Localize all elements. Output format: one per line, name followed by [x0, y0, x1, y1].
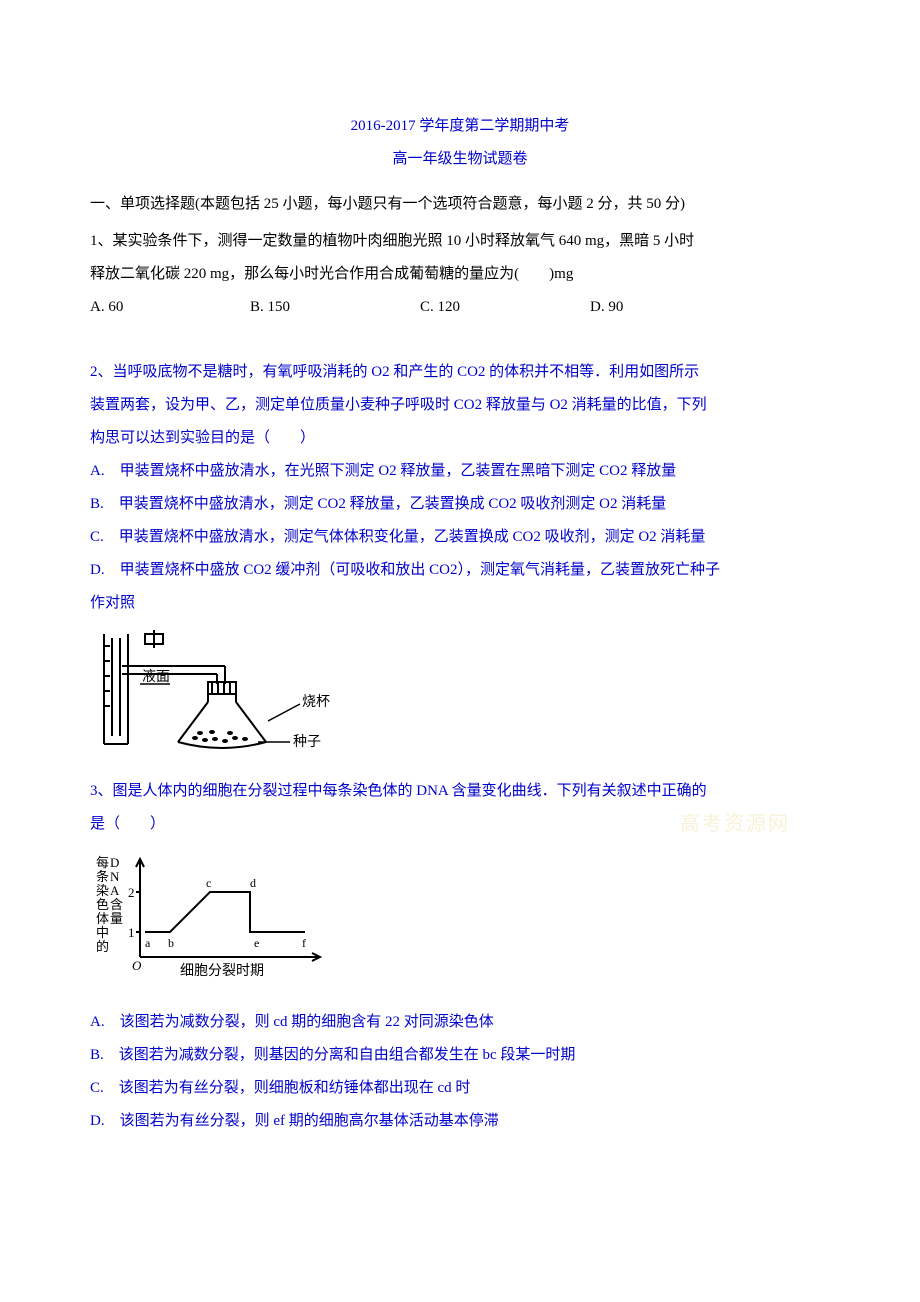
section-1-heading: 一、单项选择题(本题包括 25 小题，每小题只有一个选项符合题意，每小题 2 分… — [90, 188, 830, 221]
q3-pt-c: c — [206, 876, 211, 890]
q3-dna-chart: 每 D 条 N 染 A 色 含 体 量 中 的 — [90, 847, 830, 1000]
q2-line2: 装置两套，设为甲、乙，测定单位质量小麦种子呼吸时 CO2 释放量与 O2 消耗量… — [90, 389, 830, 422]
question-2: 2、当呼吸底物不是糖时，有氧呼吸消耗的 O2 和产生的 CO2 的体积并不相等．… — [90, 356, 830, 769]
q2-opt-b: B. 甲装置烧杯中盛放清水，测定 CO2 释放量，乙装置换成 CO2 吸收剂测定… — [90, 488, 830, 521]
q1-opt-d: D. 90 — [590, 291, 623, 324]
q3-pt-d: d — [250, 876, 256, 890]
q1-options: A. 60 B. 150 C. 120 D. 90 — [90, 291, 830, 324]
q3-origin: O — [132, 958, 142, 973]
question-3: 3、图是人体内的细胞在分裂过程中每条染色体的 DNA 含量变化曲线．下列有关叙述… — [90, 775, 830, 1138]
q1-opt-c: C. 120 — [420, 291, 590, 324]
q2-label-liquid: 液面 — [142, 669, 170, 685]
q3-ylabel: 每 D 条 N 染 A 色 含 体 量 中 的 — [96, 855, 126, 954]
question-1: 1、某实验条件下，测得一定数量的植物叶肉细胞光照 10 小时释放氧气 640 m… — [90, 225, 830, 324]
exam-title-1: 2016-2017 学年度第二学期期中考 — [90, 110, 830, 143]
q2-line1: 2、当呼吸底物不是糖时，有氧呼吸消耗的 O2 和产生的 CO2 的体积并不相等．… — [90, 356, 830, 389]
q3-ytick-2: 2 — [128, 885, 135, 900]
q3-opt-d: D. 该图若为有丝分裂，则 ef 期的细胞高尔基体活动基本停滞 — [90, 1105, 830, 1138]
q3-line2: 是（ ） — [90, 808, 830, 841]
exam-title-2: 高一年级生物试题卷 — [90, 143, 830, 176]
q2-label-seeds: 种子 — [293, 734, 321, 750]
q3-line1: 3、图是人体内的细胞在分裂过程中每条染色体的 DNA 含量变化曲线．下列有关叙述… — [90, 775, 830, 808]
q1-opt-a: A. 60 — [90, 291, 250, 324]
q2-apparatus-diagram: 液面 烧杯 种子 — [90, 626, 830, 769]
q2-opt-a: A. 甲装置烧杯中盛放清水，在光照下测定 O2 释放量，乙装置在黑暗下测定 CO… — [90, 455, 830, 488]
q1-line2: 释放二氧化碳 220 mg，那么每小时光合作用合成葡萄糖的量应为( )mg — [90, 258, 830, 291]
q3-pt-b: b — [168, 936, 174, 950]
q2-opt-d-1: D. 甲装置烧杯中盛放 CO2 缓冲剂（可吸收和放出 CO2），测定氧气消耗量，… — [90, 554, 830, 587]
q2-label-beaker: 烧杯 — [302, 694, 330, 710]
q1-line1: 1、某实验条件下，测得一定数量的植物叶肉细胞光照 10 小时释放氧气 640 m… — [90, 225, 830, 258]
q3-pt-a: a — [145, 936, 151, 950]
q3-pt-f: f — [302, 936, 306, 950]
q3-opt-b: B. 该图若为减数分裂，则基因的分离和自由组合都发生在 bc 段某一时期 — [90, 1039, 830, 1072]
q3-ytick-1: 1 — [128, 925, 135, 940]
q3-xlabel: 细胞分裂时期 — [180, 963, 264, 979]
q3-opt-c: C. 该图若为有丝分裂，则细胞板和纺锤体都出现在 cd 时 — [90, 1072, 830, 1105]
q1-opt-b: B. 150 — [250, 291, 420, 324]
q2-opt-d-2: 作对照 — [90, 587, 830, 620]
q2-line3: 构思可以达到实验目的是（ ） — [90, 422, 830, 455]
q2-opt-c: C. 甲装置烧杯中盛放清水，测定气体体积变化量，乙装置换成 CO2 吸收剂，测定… — [90, 521, 830, 554]
q3-pt-e: e — [254, 936, 259, 950]
q3-opt-a: A. 该图若为减数分裂，则 cd 期的细胞含有 22 对同源染色体 — [90, 1006, 830, 1039]
